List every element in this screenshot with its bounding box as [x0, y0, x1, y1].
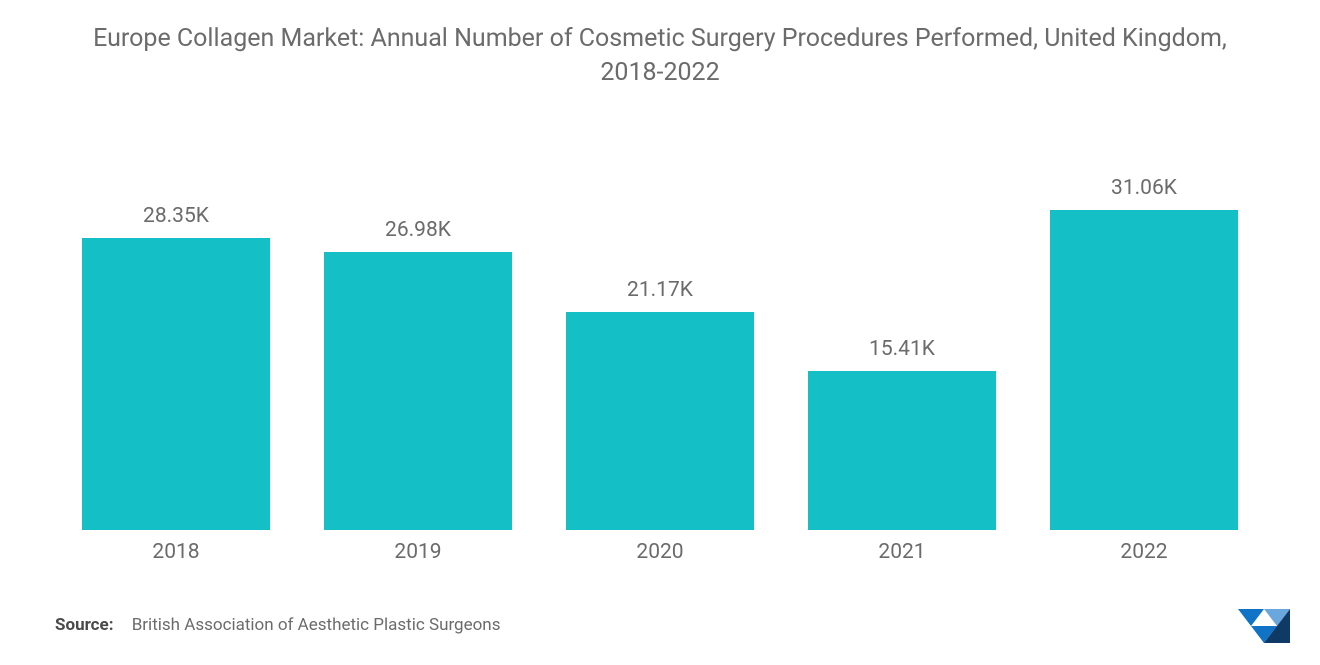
bar-group: 31.06K: [1023, 170, 1265, 530]
bar: [324, 252, 513, 530]
bar-value-label: 28.35K: [143, 204, 209, 228]
bar-group: 15.41K: [781, 170, 1023, 530]
chart-title-wrap: Europe Collagen Market: Annual Number of…: [0, 0, 1320, 90]
bar: [808, 371, 997, 530]
bar-group: 28.35K: [55, 170, 297, 530]
x-axis-label: 2018: [55, 540, 297, 564]
chart-plot-area: 28.35K 26.98K 21.17K 15.41K 31.06K: [55, 170, 1265, 530]
bar-value-label: 21.17K: [627, 278, 693, 302]
x-axis-label: 2022: [1023, 540, 1265, 564]
x-axis-label: 2020: [539, 540, 781, 564]
source-text: British Association of Aesthetic Plastic…: [132, 615, 501, 635]
bar-group: 21.17K: [539, 170, 781, 530]
x-axis-label: 2021: [781, 540, 1023, 564]
bar: [566, 312, 755, 530]
bar-value-label: 31.06K: [1111, 176, 1177, 200]
x-axis-labels: 20182019202020212022: [55, 540, 1265, 564]
x-axis-label: 2019: [297, 540, 539, 564]
bar: [1050, 210, 1239, 530]
brand-logo: [1238, 609, 1290, 643]
bar-value-label: 15.41K: [869, 337, 935, 361]
bar: [82, 238, 271, 530]
bar-value-label: 26.98K: [385, 218, 451, 242]
source-label: Source:: [55, 615, 113, 635]
logo-piece-1: [1238, 609, 1264, 626]
bar-group: 26.98K: [297, 170, 539, 530]
source-line: Source: British Association of Aesthetic…: [55, 615, 500, 635]
chart-title: Europe Collagen Market: Annual Number of…: [80, 22, 1240, 90]
